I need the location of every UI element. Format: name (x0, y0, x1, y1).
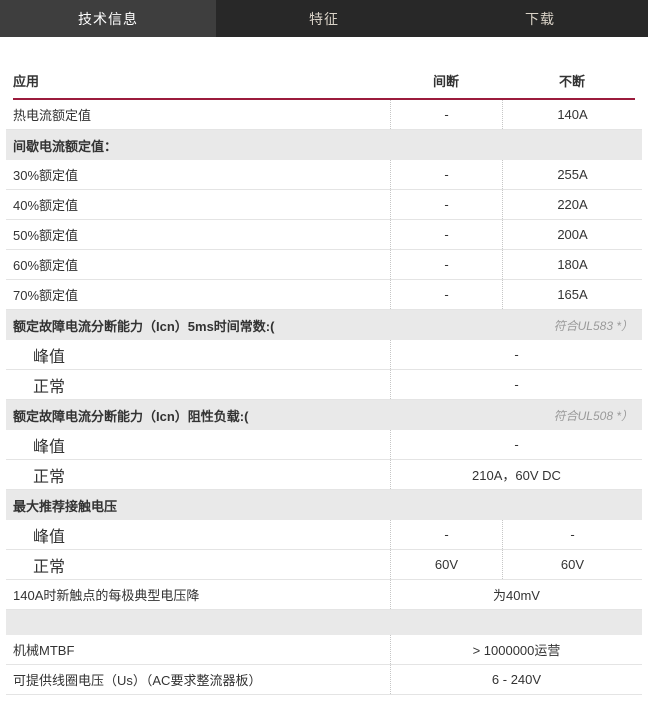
value-intermittent: - (390, 520, 502, 549)
value-intermittent: - (390, 160, 502, 189)
table-row: 60%额定值 -180A (6, 250, 642, 280)
section-note: 符合UL583 *） (553, 318, 633, 333)
value-merged: 为40mV (390, 580, 642, 609)
value-continuous: - (502, 520, 642, 549)
table-row: 峰值 - - (6, 520, 642, 550)
table-row: 30%额定值 -255A (6, 160, 642, 190)
table-header-row: 应用 间断 不断 (6, 37, 642, 98)
spacer-row (6, 610, 642, 635)
table-row: 50%额定值 -200A (6, 220, 642, 250)
table-row: 70%额定值 -165A (6, 280, 642, 310)
value-continuous: 140A (502, 100, 642, 129)
table-row: 正常 60V 60V (6, 550, 642, 580)
row-label: 30%额定值 (13, 168, 79, 183)
col-header-intermittent: 间断 (432, 73, 459, 89)
value-merged: 210A，60V DC (390, 460, 642, 489)
tab-tech-info[interactable]: 技术信息 (0, 0, 216, 37)
value-intermittent: 60V (390, 550, 502, 579)
value-merged: - (390, 340, 642, 369)
value-merged: - (390, 430, 642, 459)
row-label: 峰值 (33, 348, 66, 366)
value-intermittent: - (390, 220, 502, 249)
value-continuous: 220A (502, 190, 642, 219)
col-header-continuous: 不断 (558, 73, 585, 89)
section-title: 最大推荐接触电压 (13, 498, 118, 514)
value-merged: > 1000000运营 (390, 635, 642, 664)
row-label: 可提供线圈电压（Us）（AC要求整流器板） (13, 673, 262, 688)
value-merged: 6 - 240V (390, 665, 642, 694)
table-row: 机械MTBF > 1000000运营 (6, 635, 642, 665)
row-label: 正常 (33, 378, 66, 396)
row-label: 峰值 (33, 528, 66, 546)
row-label: 60%额定值 (13, 258, 79, 273)
table-row: 热电流额定值 -140A (6, 100, 642, 130)
table-row: 40%额定值 -220A (6, 190, 642, 220)
value-intermittent: - (390, 100, 502, 129)
section-header-row: 间歇电流额定值： (6, 130, 642, 160)
value-continuous: 200A (502, 220, 642, 249)
table-row: 正常 - (6, 370, 642, 400)
table-row: 可提供线圈电压（Us）（AC要求整流器板） 6 - 240V (6, 665, 642, 695)
section-title: 间歇电流额定值： (13, 138, 118, 154)
section-title: 额定故障电流分断能力（Icn）阻性负载:( (13, 408, 249, 424)
row-label: 40%额定值 (13, 198, 79, 213)
table-row: 峰值 - (6, 430, 642, 460)
spec-table: 应用 间断 不断 热电流额定值 -140A 间歇电流额定值： 30%额定值 -255A 4… (6, 37, 642, 695)
value-intermittent: - (390, 280, 502, 309)
table-row: 140A时新触点的每极典型电压降 为40mV (6, 580, 642, 610)
tab-downloads[interactable]: 下载 (525, 10, 555, 27)
row-label: 热电流额定值 (13, 108, 92, 123)
table-body: 热电流额定值 -140A 间歇电流额定值： 30%额定值 -255A 40%额定值 -220… (6, 100, 642, 695)
section-header-row: 最大推荐接触电压 (6, 490, 642, 520)
section-header-row: 额定故障电流分断能力（Icn）阻性负载:( 符合UL508 *） (6, 400, 642, 430)
value-continuous: 180A (502, 250, 642, 279)
value-merged: - (390, 370, 642, 399)
row-label: 峰值 (33, 438, 66, 456)
row-label: 正常 (33, 468, 66, 486)
value-continuous: 165A (502, 280, 642, 309)
row-label: 50%额定值 (13, 228, 79, 243)
value-continuous: 255A (502, 160, 642, 189)
section-note: 符合UL508 *） (553, 408, 633, 423)
table-row: 峰值 - (6, 340, 642, 370)
row-label: 机械MTBF (13, 643, 75, 658)
table-row: 正常 210A，60V DC (6, 460, 642, 490)
value-intermittent: - (390, 190, 502, 219)
row-label: 140A时新触点的每极典型电压降 (13, 588, 200, 603)
section-title: 额定故障电流分断能力（Icn）5ms时间常数:( (13, 318, 275, 334)
col-header-application: 应用 (13, 73, 40, 89)
header-divider (13, 98, 635, 100)
row-label: 正常 (33, 558, 66, 576)
tab-features[interactable]: 特征 (309, 10, 339, 27)
value-continuous: 60V (502, 550, 642, 579)
section-header-row: 额定故障电流分断能力（Icn）5ms时间常数:( 符合UL583 *） (6, 310, 642, 340)
tab-bar: 技术信息 特征 下载 (0, 0, 648, 37)
row-label: 70%额定值 (13, 288, 79, 303)
value-intermittent: - (390, 250, 502, 279)
